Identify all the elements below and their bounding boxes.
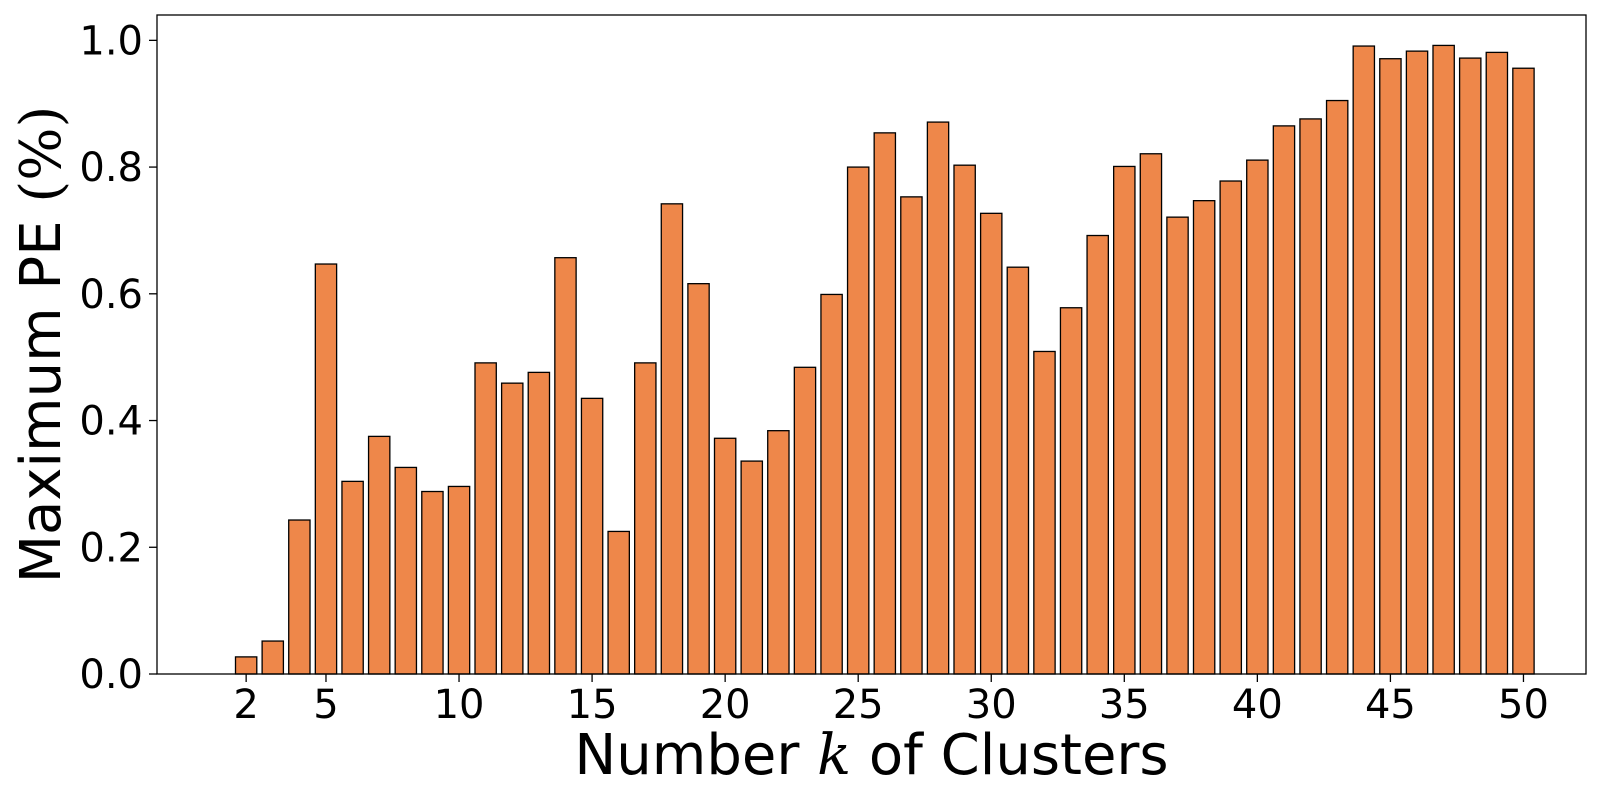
bar-k-45 xyxy=(1379,58,1402,675)
bar-k-16 xyxy=(607,530,630,675)
x-axis-title: Number k of Clusters xyxy=(574,723,1168,788)
bar-k-50 xyxy=(1512,67,1535,675)
bar-k-44 xyxy=(1352,45,1376,675)
bar-k-31 xyxy=(1006,266,1030,675)
bar-k-37 xyxy=(1166,216,1189,675)
y-axis-title: Maximum PE (%) xyxy=(9,106,74,584)
x-tick-label-35: 35 xyxy=(1099,682,1150,728)
bar-k-30 xyxy=(979,212,1003,675)
y-tick-label-0.8: 0.8 xyxy=(79,145,143,191)
bar-k-2 xyxy=(234,656,258,675)
bar-k-18 xyxy=(660,203,684,675)
y-axis-ticks: 0.0 0.2 0.4 0.6 0.8 1.0 xyxy=(79,18,157,698)
bar-k-24 xyxy=(820,293,843,675)
bar-k-12 xyxy=(500,382,524,675)
bar-k-23 xyxy=(793,366,817,675)
x-axis-title-variable: k xyxy=(817,723,851,788)
x-tick-label-5: 5 xyxy=(313,682,338,728)
bar-k-32 xyxy=(1033,350,1056,675)
bar-k-4 xyxy=(288,519,311,675)
bar-k-17 xyxy=(634,362,657,675)
x-tick-label-25: 25 xyxy=(833,682,884,728)
y-axis-title-text: Maximum PE xyxy=(9,203,74,584)
bar-k-41 xyxy=(1272,125,1296,675)
x-tick-label-50: 50 xyxy=(1498,682,1549,728)
y-tick-label-0.4: 0.4 xyxy=(79,399,143,445)
bar-k-15 xyxy=(580,397,604,675)
y-tick-label-1.0: 1.0 xyxy=(79,18,143,64)
bar-k-19 xyxy=(687,283,710,675)
x-tick-label-15: 15 xyxy=(567,682,618,728)
bar-k-33 xyxy=(1059,307,1083,675)
x-axis-title-after: of Clusters xyxy=(851,723,1169,788)
bar-k-9 xyxy=(421,490,444,675)
bar-k-21 xyxy=(740,460,764,675)
x-axis-title-before: Number xyxy=(574,723,817,788)
bar-k-43 xyxy=(1325,99,1349,675)
bar-k-20 xyxy=(713,437,737,675)
y-tick-label-0.6: 0.6 xyxy=(79,272,143,318)
bar-k-36 xyxy=(1139,153,1163,675)
x-tick-label-20: 20 xyxy=(700,682,751,728)
bar-k-7 xyxy=(367,435,391,675)
bar-k-3 xyxy=(261,640,285,675)
bar-k-46 xyxy=(1405,50,1429,675)
y-tick-label-0.2: 0.2 xyxy=(79,525,143,571)
bar-k-39 xyxy=(1219,180,1243,675)
y-axis-title-unit: (%) xyxy=(9,106,74,203)
bar-k-47 xyxy=(1432,44,1455,675)
bar-k-27 xyxy=(900,196,923,675)
bar-k-28 xyxy=(926,121,950,675)
bar-k-49 xyxy=(1485,51,1509,675)
bar-k-10 xyxy=(447,485,471,675)
bar-k-22 xyxy=(767,430,790,675)
bar-k-13 xyxy=(527,371,551,675)
bar-k-26 xyxy=(873,132,897,675)
plot-frame xyxy=(156,14,1587,675)
bar-k-6 xyxy=(341,480,364,675)
x-tick-label-10: 10 xyxy=(434,682,485,728)
bar-k-5 xyxy=(314,263,338,675)
bar-k-35 xyxy=(1113,165,1136,675)
bar-k-29 xyxy=(953,164,976,675)
bar-k-34 xyxy=(1086,234,1109,675)
x-tick-label-40: 40 xyxy=(1232,682,1283,728)
y-tick-label-0.0: 0.0 xyxy=(79,652,143,698)
bars-layer xyxy=(234,44,1535,675)
bar-k-42 xyxy=(1299,118,1322,675)
x-axis-ticks: 2 5 10 15 20 25 30 35 40 45 50 xyxy=(233,674,1549,728)
x-tick-label-45: 45 xyxy=(1365,682,1416,728)
bar-k-48 xyxy=(1458,57,1482,675)
bar-k-8 xyxy=(394,466,418,675)
bar-k-14 xyxy=(554,257,577,675)
x-tick-label-30: 30 xyxy=(966,682,1017,728)
bar-k-40 xyxy=(1246,159,1269,675)
bar-k-11 xyxy=(474,362,497,675)
x-tick-label-2: 2 xyxy=(233,682,258,728)
bar-k-25 xyxy=(846,166,870,675)
bar-k-38 xyxy=(1192,200,1216,675)
